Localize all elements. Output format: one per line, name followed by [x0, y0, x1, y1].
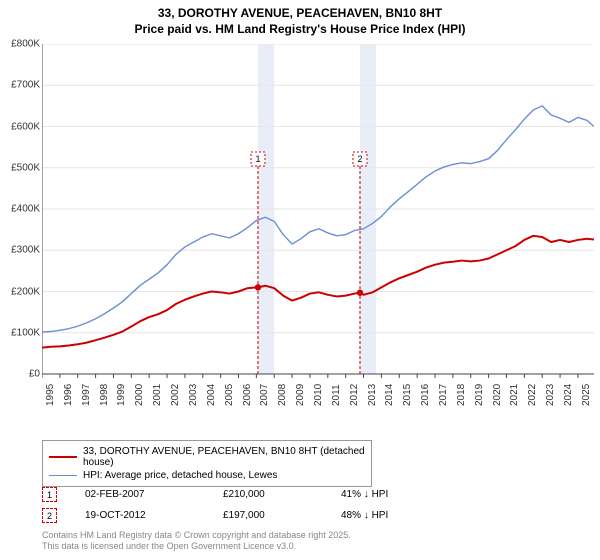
x-tick-label: 2015: [402, 384, 413, 406]
x-tick-label: 2009: [295, 384, 306, 406]
x-tick-label: 2008: [277, 384, 288, 406]
legend-swatch-hpi: [49, 475, 77, 476]
y-tick-label: £200K: [11, 286, 40, 297]
legend-box: 33, DOROTHY AVENUE, PEACEHAVEN, BN10 8HT…: [42, 440, 372, 487]
sale-row-2: 2 19-OCT-2012 £197,000 48% ↓ HPI: [42, 505, 431, 526]
y-tick-label: £100K: [11, 327, 40, 338]
y-tick-label: £700K: [11, 80, 40, 91]
footer-line2: This data is licensed under the Open Gov…: [42, 541, 351, 552]
x-tick-label: 2001: [152, 384, 163, 406]
x-tick-label: 1998: [99, 384, 110, 406]
x-tick-label: 2007: [259, 384, 270, 406]
legend-item-hpi: HPI: Average price, detached house, Lewe…: [49, 469, 365, 482]
x-tick-label: 2024: [563, 384, 574, 406]
y-tick-label: £600K: [11, 121, 40, 132]
sale-pct-1: 41% ↓ HPI: [341, 489, 431, 500]
chart-plot-area: 12: [42, 44, 594, 406]
footer-line1: Contains HM Land Registry data © Crown c…: [42, 530, 351, 541]
legend-swatch-price-paid: [49, 456, 77, 458]
x-tick-label: 2002: [170, 384, 181, 406]
x-tick-label: 2016: [420, 384, 431, 406]
x-tick-label: 2014: [384, 384, 395, 406]
chart-svg: 12: [42, 44, 594, 406]
y-tick-label: £800K: [11, 39, 40, 50]
x-tick-label: 2019: [474, 384, 485, 406]
y-tick-label: £400K: [11, 204, 40, 215]
title-line1: 33, DOROTHY AVENUE, PEACEHAVEN, BN10 8HT: [0, 6, 600, 22]
sale-pct-2: 48% ↓ HPI: [341, 510, 431, 521]
x-tick-label: 2020: [492, 384, 503, 406]
x-tick-label: 2010: [313, 384, 324, 406]
x-tick-label: 1997: [81, 384, 92, 406]
sale-rows: 1 02-FEB-2007 £210,000 41% ↓ HPI 2 19-OC…: [42, 484, 431, 526]
legend-label-hpi: HPI: Average price, detached house, Lewe…: [83, 470, 277, 481]
x-tick-label: 1999: [116, 384, 127, 406]
y-tick-label: £0: [29, 369, 40, 380]
x-tick-label: 2021: [509, 384, 520, 406]
legend-item-price-paid: 33, DOROTHY AVENUE, PEACEHAVEN, BN10 8HT…: [49, 445, 365, 469]
y-tick-label: £300K: [11, 245, 40, 256]
x-tick-label: 1995: [45, 384, 56, 406]
x-tick-label: 2012: [349, 384, 360, 406]
x-tick-label: 2004: [206, 384, 217, 406]
chart-container: 33, DOROTHY AVENUE, PEACEHAVEN, BN10 8HT…: [0, 0, 600, 560]
footer-attribution: Contains HM Land Registry data © Crown c…: [42, 530, 351, 552]
x-tick-label: 2023: [545, 384, 556, 406]
x-tick-label: 2017: [438, 384, 449, 406]
svg-text:1: 1: [255, 154, 260, 164]
x-tick-label: 2005: [224, 384, 235, 406]
sale-marker-1: 1: [42, 487, 57, 502]
chart-title-block: 33, DOROTHY AVENUE, PEACEHAVEN, BN10 8HT…: [0, 0, 600, 37]
sale-row-1: 1 02-FEB-2007 £210,000 41% ↓ HPI: [42, 484, 431, 505]
sale-price-1: £210,000: [223, 489, 313, 500]
title-line2: Price paid vs. HM Land Registry's House …: [0, 22, 600, 38]
sale-marker-2: 2: [42, 508, 57, 523]
x-tick-label: 2025: [581, 384, 592, 406]
svg-text:2: 2: [357, 154, 362, 164]
x-tick-label: 2006: [242, 384, 253, 406]
x-tick-label: 1996: [63, 384, 74, 406]
sale-date-1: 02-FEB-2007: [85, 489, 195, 500]
x-tick-label: 2011: [331, 384, 342, 406]
x-tick-label: 2018: [456, 384, 467, 406]
sale-date-2: 19-OCT-2012: [85, 510, 195, 521]
sale-price-2: £197,000: [223, 510, 313, 521]
x-tick-label: 2022: [527, 384, 538, 406]
y-tick-label: £500K: [11, 162, 40, 173]
legend-label-price-paid: 33, DOROTHY AVENUE, PEACEHAVEN, BN10 8HT…: [83, 446, 365, 468]
x-tick-label: 2000: [134, 384, 145, 406]
x-tick-label: 2003: [188, 384, 199, 406]
x-tick-label: 2013: [367, 384, 378, 406]
